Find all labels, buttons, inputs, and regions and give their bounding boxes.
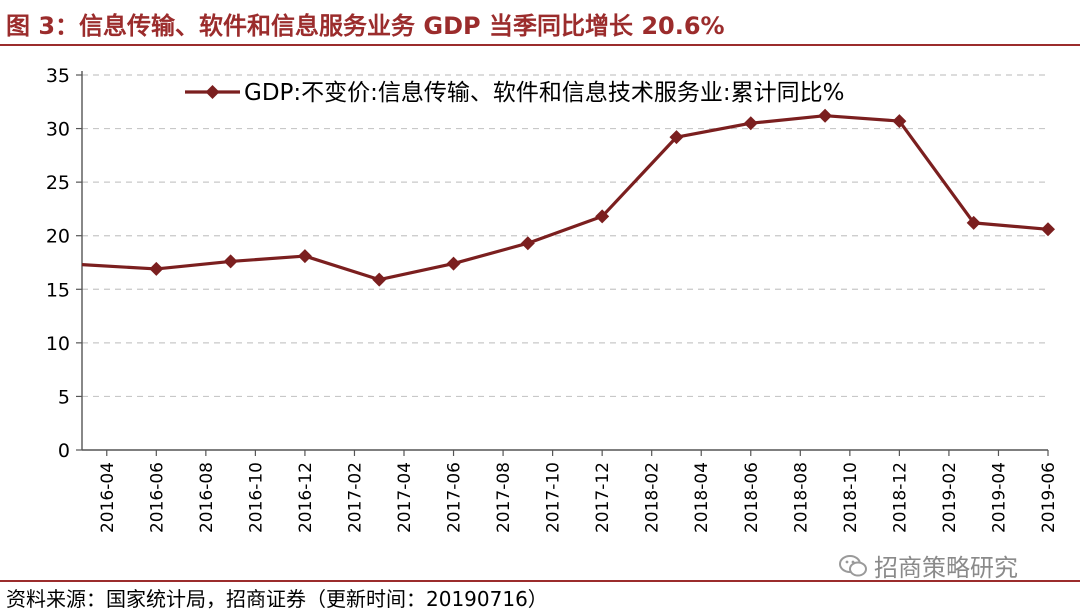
data-point	[892, 114, 907, 129]
y-tick-label: 5	[58, 386, 70, 408]
series-group	[81, 108, 1055, 287]
title-divider	[0, 44, 1080, 46]
wechat-icon	[839, 554, 867, 576]
grid-lines	[82, 74, 1048, 398]
x-tick-label: 2016-06	[147, 462, 167, 533]
x-tick-label: 2017-06	[445, 462, 465, 533]
x-tick-label: 2018-08	[791, 462, 811, 533]
x-tick-labels: 2016-04 2016-06 2016-08 2016-10 2016-12 2017-…	[98, 462, 1059, 533]
legend: GDP:不变价:信息传输、软件和信息技术服务业:累计同比%	[185, 80, 845, 106]
y-tick-label: 20	[46, 226, 70, 248]
x-tick-label: 2017-12	[593, 462, 613, 533]
x-tick-label: 2019-02	[940, 462, 960, 533]
watermark-text: 招商策略研究	[874, 554, 1018, 582]
source-divider	[0, 580, 1080, 582]
x-tick-label: 2016-10	[246, 462, 266, 533]
data-point	[818, 108, 833, 123]
y-tick-label: 10	[46, 333, 70, 355]
data-point	[743, 116, 758, 131]
y-tick-labels: 0 5 10 15 20 25 30 35	[46, 65, 70, 462]
data-point	[520, 236, 535, 251]
x-tick-label: 2018-04	[692, 462, 712, 533]
x-tick-label: 2018-10	[841, 462, 861, 533]
y-tick-label: 30	[46, 119, 70, 141]
data-point	[595, 209, 610, 224]
y-tick-label: 25	[46, 172, 70, 194]
data-point	[149, 261, 164, 276]
y-tick-label: 15	[46, 279, 70, 301]
data-point	[669, 130, 684, 145]
y-tick-label: 35	[46, 65, 70, 87]
x-tick-label: 2018-12	[890, 462, 910, 533]
x-tick-label: 2017-08	[494, 462, 514, 533]
x-tick-label: 2019-04	[989, 462, 1009, 533]
data-point	[297, 249, 312, 264]
x-tick-label: 2016-08	[197, 462, 217, 533]
legend-marker	[205, 85, 220, 99]
axes	[76, 71, 1049, 456]
figure-title: 图 3：信息传输、软件和信息服务业务 GDP 当季同比增长 20.6%	[6, 12, 725, 40]
y-tick-label: 0	[58, 440, 70, 462]
x-tick-label: 2018-02	[643, 462, 663, 533]
data-point	[446, 256, 461, 271]
data-point	[372, 272, 387, 287]
x-tick-label: 2017-10	[544, 462, 564, 533]
x-tick-label: 2016-12	[296, 462, 316, 533]
series-line	[81, 114, 1049, 282]
x-tick-label: 2017-04	[395, 462, 415, 533]
legend-label: GDP:不变价:信息传输、软件和信息技术服务业:累计同比%	[244, 80, 845, 106]
data-point	[966, 215, 981, 230]
x-tick-label: 2018-06	[742, 462, 762, 533]
x-tick-label: 2016-04	[98, 462, 118, 533]
source-note: 资料来源：国家统计局，招商证券（更新时间：20190716）	[6, 587, 548, 611]
x-tick-label: 2019-06	[1039, 462, 1059, 533]
data-point	[1041, 222, 1055, 237]
x-tick-label: 2017-02	[345, 462, 365, 533]
watermark: 招商策略研究	[838, 548, 1018, 583]
data-point	[223, 254, 238, 269]
